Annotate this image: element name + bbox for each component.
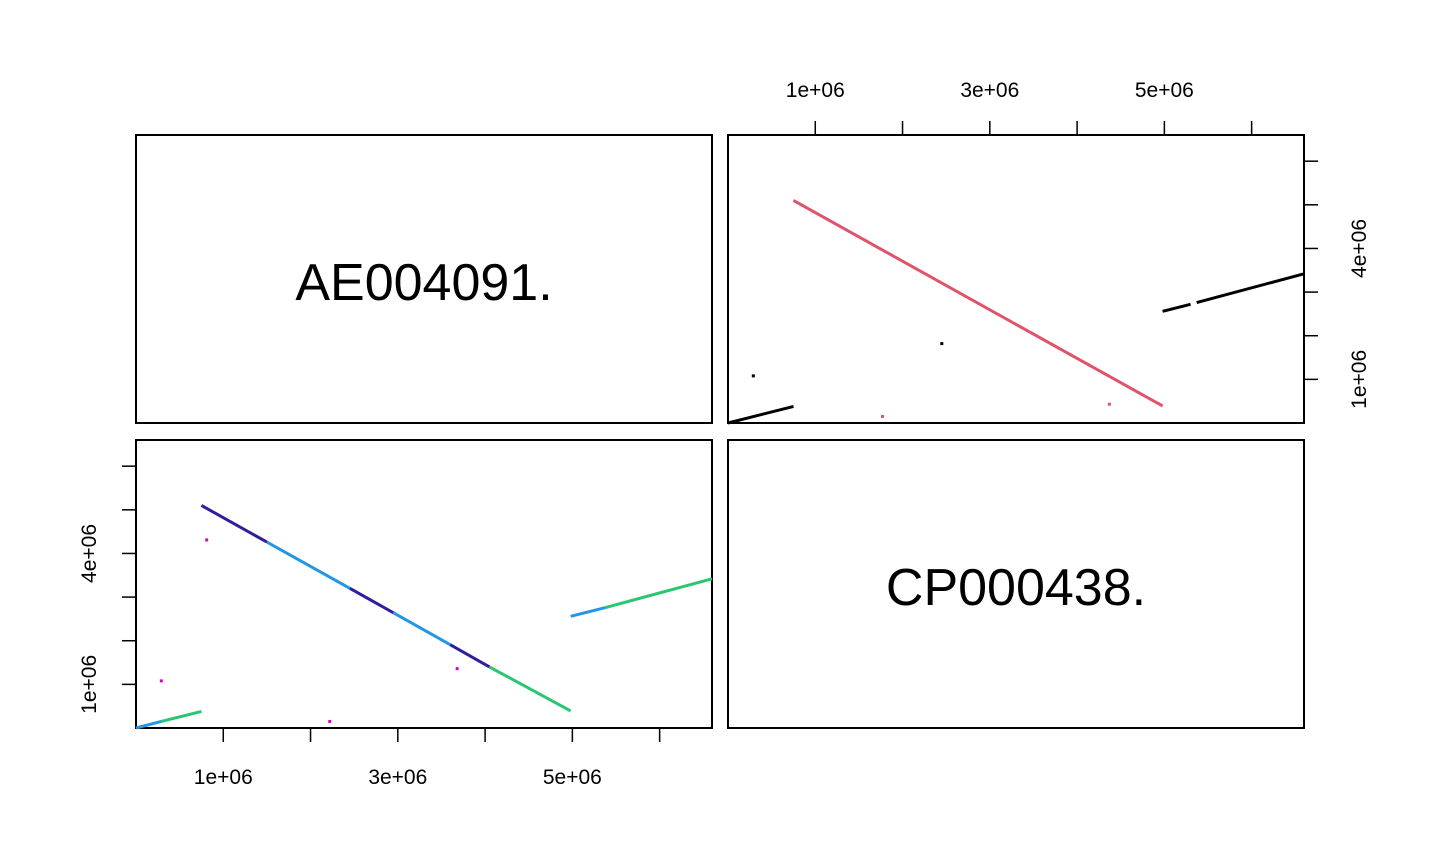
panel-bottom-left-segment-5 [392, 611, 451, 646]
panel-bottom-left-segment-6 [449, 643, 491, 669]
panel-bottom-left-point-3 [455, 667, 459, 671]
panel-bottom-left-segment-7 [488, 665, 572, 713]
panel-bottom-left-segment-9 [605, 577, 713, 610]
tick-label-bottom-5000000: 5e+06 [543, 766, 602, 789]
panel-bottom-left-point-1 [205, 538, 209, 542]
tick-label-top-5000000: 5e+06 [1135, 79, 1194, 102]
panel-bottom-left-segment-0 [135, 720, 162, 730]
panel-bottom-left-segment-1 [160, 709, 202, 723]
tick-label-left-4000000: 4e+06 [78, 524, 101, 583]
tick-label-top-1000000: 1e+06 [786, 79, 845, 102]
panel-top-right-point-3 [1107, 402, 1111, 406]
diagonal-label-2: CP000438. [886, 559, 1146, 617]
tick-label-top-3000000: 3e+06 [960, 79, 1019, 102]
panel-bottom-left-point-0 [159, 679, 163, 683]
tick-label-right-1000000: 1e+06 [1348, 350, 1371, 409]
tick-label-bottom-1000000: 1e+06 [194, 766, 253, 789]
panel-bottom-left-segment-4 [349, 587, 395, 615]
panel-bottom-left-frame [135, 439, 713, 729]
diagonal-label-1: AE004091. [295, 254, 552, 312]
chart-marks [135, 199, 1305, 730]
panel-top-right-frame [727, 134, 1305, 424]
panel-bottom-left-segment-3 [266, 540, 351, 590]
tick-label-left-1000000: 1e+06 [78, 655, 101, 714]
panel-bottom-left-segment-8 [570, 606, 606, 618]
chart-axes: 1e+06 3e+06 5e+06 1e+06 4e+06 1e+06 3e+06 5e+06… [78, 79, 1371, 789]
tick-label-right-4000000: 4e+06 [1348, 219, 1371, 278]
panel-top-left-frame [135, 134, 713, 424]
panel-bottom-left-segment-2 [200, 504, 268, 544]
tick-label-bottom-3000000: 3e+06 [368, 766, 427, 789]
panel-bottom-right-frame [727, 439, 1305, 729]
panel-top-right-point-1 [940, 342, 944, 346]
panel-top-right-segment-0 [727, 404, 794, 425]
panel-top-right-segment-3 [1196, 272, 1305, 305]
panel-top-right-segment-1 [792, 199, 1164, 408]
panel-top-right-point-2 [880, 414, 884, 418]
panel-top-right-point-0 [751, 374, 755, 378]
panel-top-right-segment-2 [1162, 302, 1191, 313]
panel-bottom-left-point-2 [328, 719, 332, 723]
